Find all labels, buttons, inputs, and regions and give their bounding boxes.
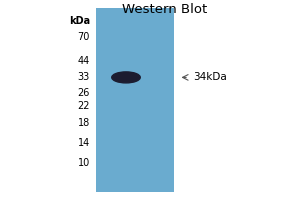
Text: Western Blot: Western Blot	[122, 3, 208, 16]
Text: 18: 18	[78, 118, 90, 128]
Text: 14: 14	[78, 138, 90, 148]
Text: 22: 22	[77, 101, 90, 111]
Text: 26: 26	[78, 88, 90, 98]
Bar	[96, 8, 174, 192]
Text: 10: 10	[78, 158, 90, 168]
Text: 34kDa: 34kDa	[194, 72, 227, 82]
Text: 33: 33	[78, 72, 90, 82]
Ellipse shape	[112, 72, 140, 83]
Text: 44: 44	[78, 56, 90, 66]
Text: 70: 70	[78, 32, 90, 42]
Text: kDa: kDa	[69, 16, 90, 26]
